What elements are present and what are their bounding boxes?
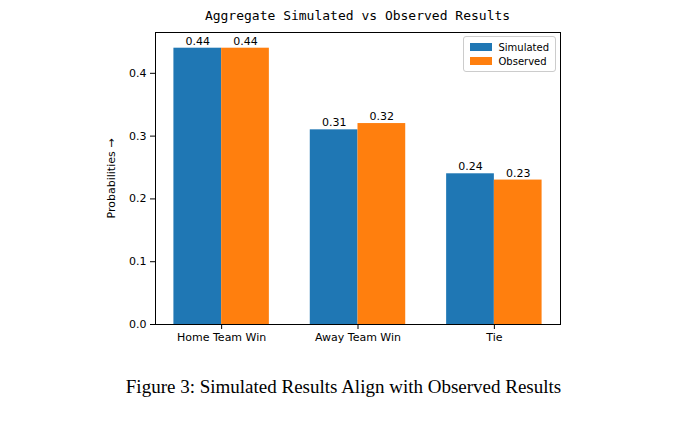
svg-text:0.44: 0.44 (186, 35, 211, 48)
svg-text:0.31: 0.31 (322, 116, 347, 129)
svg-text:0.2: 0.2 (129, 192, 147, 205)
svg-text:0.1: 0.1 (129, 255, 147, 268)
html-text:Simulated: Simulated (498, 41, 549, 53)
svg-text:Away Team Win: Away Team Win (315, 331, 401, 344)
svg-text:0.24: 0.24 (458, 160, 483, 173)
svg-text:0.23: 0.23 (506, 167, 531, 180)
html-text:Observed: Observed (498, 55, 547, 67)
svg-text:0.32: 0.32 (370, 110, 395, 123)
html-text:Figure 3: Simulated Results Al: Figure 3: Simulated Results Align with O… (125, 376, 562, 397)
svg-text:0.0: 0.0 (129, 318, 147, 331)
html-text:Aggregate Simulated vs Observe: Aggregate Simulated vs Observed Results (204, 8, 511, 23)
svg-text:0.44: 0.44 (233, 35, 258, 48)
svg-text:Home Team Win: Home Team Win (177, 331, 266, 344)
svg-text:0.4: 0.4 (129, 67, 147, 80)
svg-text:0.3: 0.3 (129, 130, 147, 143)
svg-text:Tie: Tie (485, 331, 502, 344)
svg-text:Probabilities →: Probabilities → (105, 139, 118, 219)
